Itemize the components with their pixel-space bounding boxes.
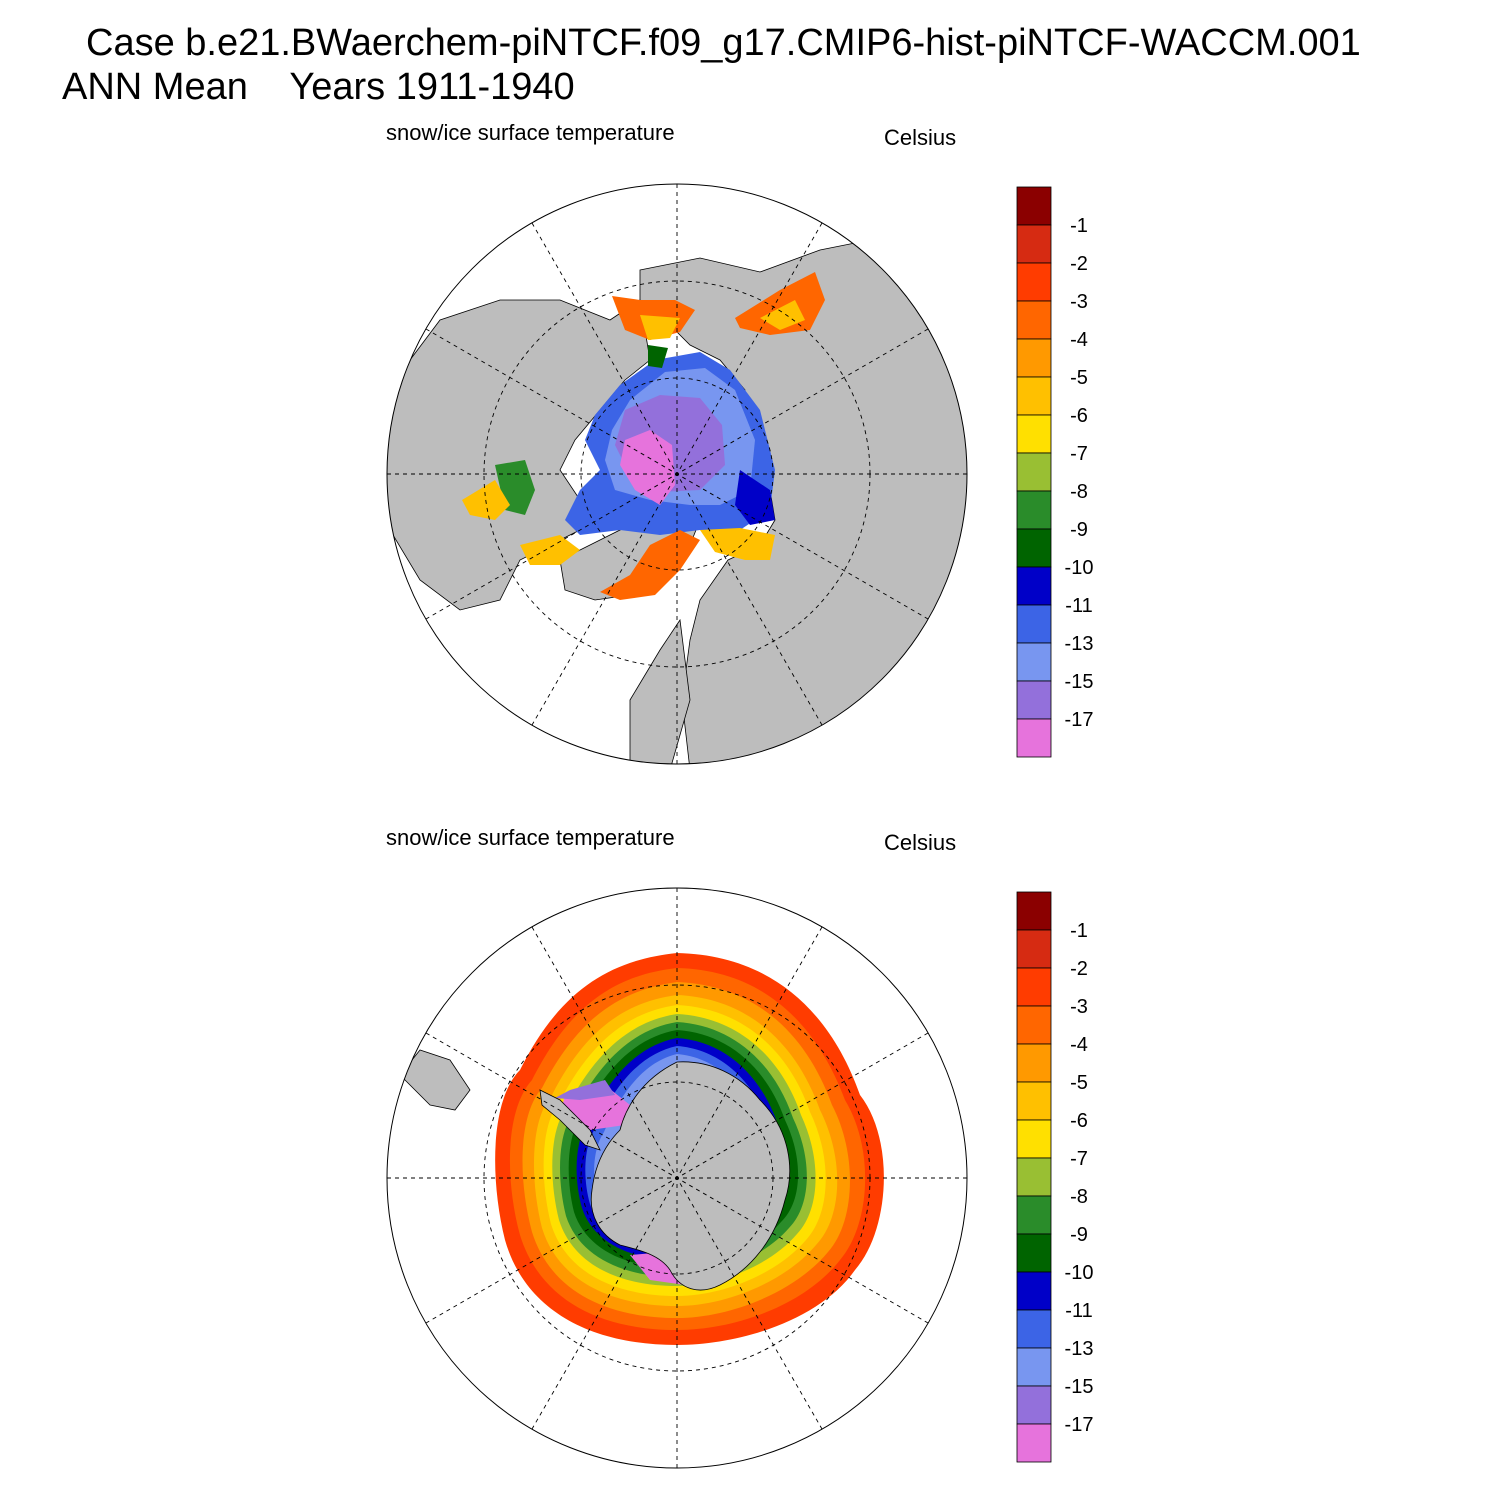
north-panel-units: Celsius: [884, 125, 957, 150]
north-ice-barents: [700, 528, 775, 560]
north-colorbar-label: -10: [1065, 557, 1094, 579]
north-ice-bering-strait-green: [648, 345, 668, 368]
north-colorbar-swatch: [1016, 718, 1052, 758]
south-land-peninsula: [539, 1089, 601, 1151]
north-ice-dark-blue-edge: [735, 470, 775, 525]
north-colorbar-swatch: [1016, 224, 1052, 264]
south-land-south-america: [399, 1049, 471, 1111]
south-colorbar-swatch: [1016, 1119, 1052, 1159]
south-colorbar-label: -5: [1070, 1072, 1088, 1094]
north-polar-map: [386, 183, 968, 765]
north-ice-pink: [620, 430, 675, 505]
south-colorbar-swatch: [1016, 1043, 1052, 1083]
south-colorbar-swatch: [1016, 1195, 1052, 1235]
north-colorbar-label: -2: [1070, 253, 1088, 275]
north-colorbar-swatch: [1016, 642, 1052, 682]
north-graticule: [387, 184, 967, 764]
north-colorbar-label: -15: [1065, 671, 1094, 693]
north-colorbar-swatch: [1016, 338, 1052, 378]
south-colorbar-swatch: [1016, 1233, 1052, 1273]
south-colorbar-swatch: [1016, 1157, 1052, 1197]
north-colorbar-label: -6: [1070, 405, 1088, 427]
north-colorbar-label: -11: [1065, 595, 1092, 617]
south-colorbar-swatch: [1016, 1423, 1052, 1463]
north-colorbar-label: -4: [1070, 329, 1088, 351]
south-colorbar-swatch: [1016, 967, 1052, 1007]
south-colorbar-label: -11: [1065, 1300, 1092, 1322]
south-graticule: [387, 888, 967, 1468]
north-colorbar-swatch: [1016, 452, 1052, 492]
south-colorbar-swatch: [1016, 929, 1052, 969]
north-panel-title: snow/ice surface temperature: [386, 120, 675, 145]
south-colorbar: -1 -2 -3 -4 -5 -6 -7 -8 -9 -10 -11 -13 -15 -17: [1016, 891, 1094, 1463]
north-land-north-america: [387, 299, 651, 611]
north-colorbar-label: -9: [1070, 519, 1088, 541]
south-panel-units: Celsius: [884, 830, 957, 855]
figure-title-case: Case b.e21.BWaerchem-piNTCF.f09_g17.CMIP…: [86, 22, 1361, 64]
south-land-antarctica: [590, 1061, 791, 1291]
south-colorbar-swatch: [1016, 1271, 1052, 1311]
south-colorbar-label: -13: [1065, 1338, 1094, 1360]
south-colorbar-label: -17: [1065, 1414, 1094, 1436]
north-colorbar-swatch: [1016, 528, 1052, 568]
north-colorbar-label: -17: [1065, 709, 1094, 731]
north-colorbar-label: -7: [1070, 443, 1088, 465]
south-colorbar-label: -6: [1070, 1110, 1088, 1132]
south-ice-weddell-purple: [555, 1080, 615, 1100]
north-land-europe-west: [629, 618, 691, 764]
south-colorbar-swatch: [1016, 1385, 1052, 1425]
north-colorbar-swatch: [1016, 490, 1052, 530]
north-colorbar-swatch: [1016, 300, 1052, 340]
north-ice-bering-mid: [640, 315, 680, 340]
south-colorbar-label: -7: [1070, 1148, 1088, 1170]
south-colorbar-label: -3: [1070, 996, 1088, 1018]
south-colorbar-label: -2: [1070, 958, 1088, 980]
south-colorbar-swatch: [1016, 1309, 1052, 1349]
north-colorbar-swatch: [1016, 186, 1052, 226]
south-colorbar-label: -4: [1070, 1034, 1088, 1056]
south-colorbar-swatch: [1016, 1005, 1052, 1045]
north-ice-okhotsk-inner: [760, 300, 805, 330]
north-map-border: [386, 183, 968, 765]
north-colorbar-swatch: [1016, 604, 1052, 644]
north-colorbar-label: -3: [1070, 291, 1088, 313]
north-colorbar-swatch: [1016, 680, 1052, 720]
south-colorbar-label: -9: [1070, 1224, 1088, 1246]
north-colorbar-swatch: [1016, 566, 1052, 606]
north-colorbar-swatch: [1016, 414, 1052, 454]
south-colorbar-swatch: [1016, 891, 1052, 931]
south-panel-title: snow/ice surface temperature: [386, 825, 675, 850]
north-colorbar-label: -8: [1070, 481, 1088, 503]
south-colorbar-label: -1: [1070, 920, 1088, 942]
figure-title-period: ANN Mean Years 1911-1940: [62, 66, 575, 108]
north-colorbar-swatch: [1016, 376, 1052, 416]
south-colorbar-swatch: [1016, 1347, 1052, 1387]
north-ice-greenland-sea: [600, 530, 700, 600]
north-colorbar-label: -1: [1070, 215, 1088, 237]
south-colorbar-label: -10: [1065, 1262, 1094, 1284]
south-colorbar-label: -8: [1070, 1186, 1088, 1208]
north-colorbar-label: -13: [1065, 633, 1094, 655]
south-colorbar-label: -15: [1065, 1376, 1094, 1398]
south-colorbar-swatch: [1016, 1081, 1052, 1121]
north-colorbar: -1 -2 -3 -4 -5 -6 -7 -8 -9 -10 -11 -13 -15 -17: [1016, 186, 1094, 758]
south-map-border: [386, 887, 968, 1469]
south-polar-map: [386, 887, 968, 1469]
north-ice-labrador: [520, 535, 580, 565]
north-colorbar-label: -5: [1070, 367, 1088, 389]
north-colorbar-swatch: [1016, 262, 1052, 302]
